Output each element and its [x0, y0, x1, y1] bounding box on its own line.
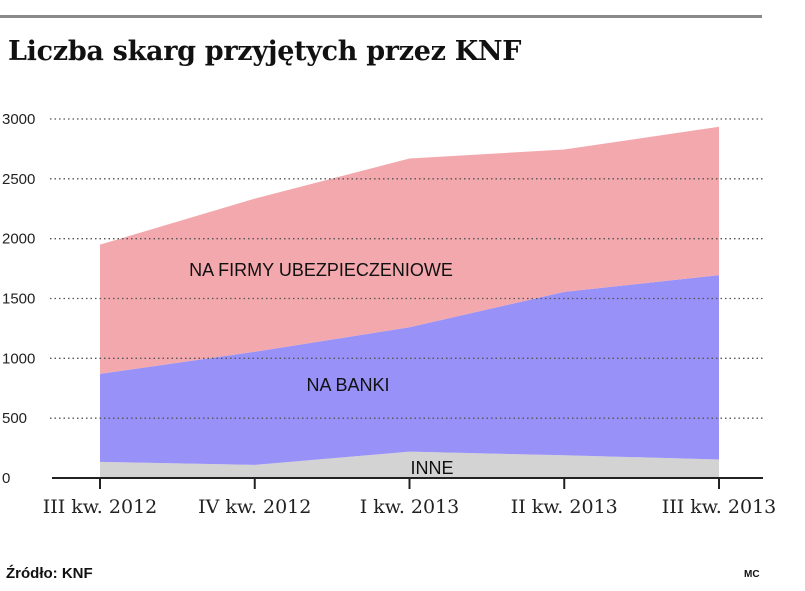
y-tick-label-1500: 1500	[2, 291, 35, 308]
x-tick-label-0: III kw. 2012	[43, 496, 158, 518]
series-label-inne: INNE	[410, 458, 453, 478]
y-tick-label-3000: 3000	[2, 111, 35, 128]
y-tick-label-1000: 1000	[2, 350, 35, 367]
x-tick-label-1: IV kw. 2012	[198, 496, 311, 518]
source-note: Źródło: KNF	[6, 565, 93, 582]
x-tick-label-4: III kw. 2013	[662, 496, 777, 518]
area-na-firmy-ubezpieczeniowe	[100, 126, 719, 374]
x-tick-label-3: II kw. 2013	[511, 496, 618, 518]
author-credit: MC	[744, 569, 760, 580]
top-rule	[0, 15, 762, 18]
series-label-na-firmy-ubezpieczeniowe: NA FIRMY UBEZPIECZENIOWE	[189, 260, 453, 280]
x-tick-label-2: I kw. 2013	[360, 496, 460, 518]
y-tick-label-2000: 2000	[2, 231, 35, 248]
y-tick-label-2500: 2500	[2, 171, 35, 188]
y-tick-label-500: 500	[2, 410, 27, 427]
area-inne	[100, 451, 719, 478]
series-label-na-banki: NA BANKI	[306, 375, 389, 395]
chart-title: Liczba skarg przyjętych przez KNF	[8, 36, 522, 67]
y-tick-label-0: 0	[2, 470, 10, 487]
area-na-banki	[100, 275, 719, 465]
